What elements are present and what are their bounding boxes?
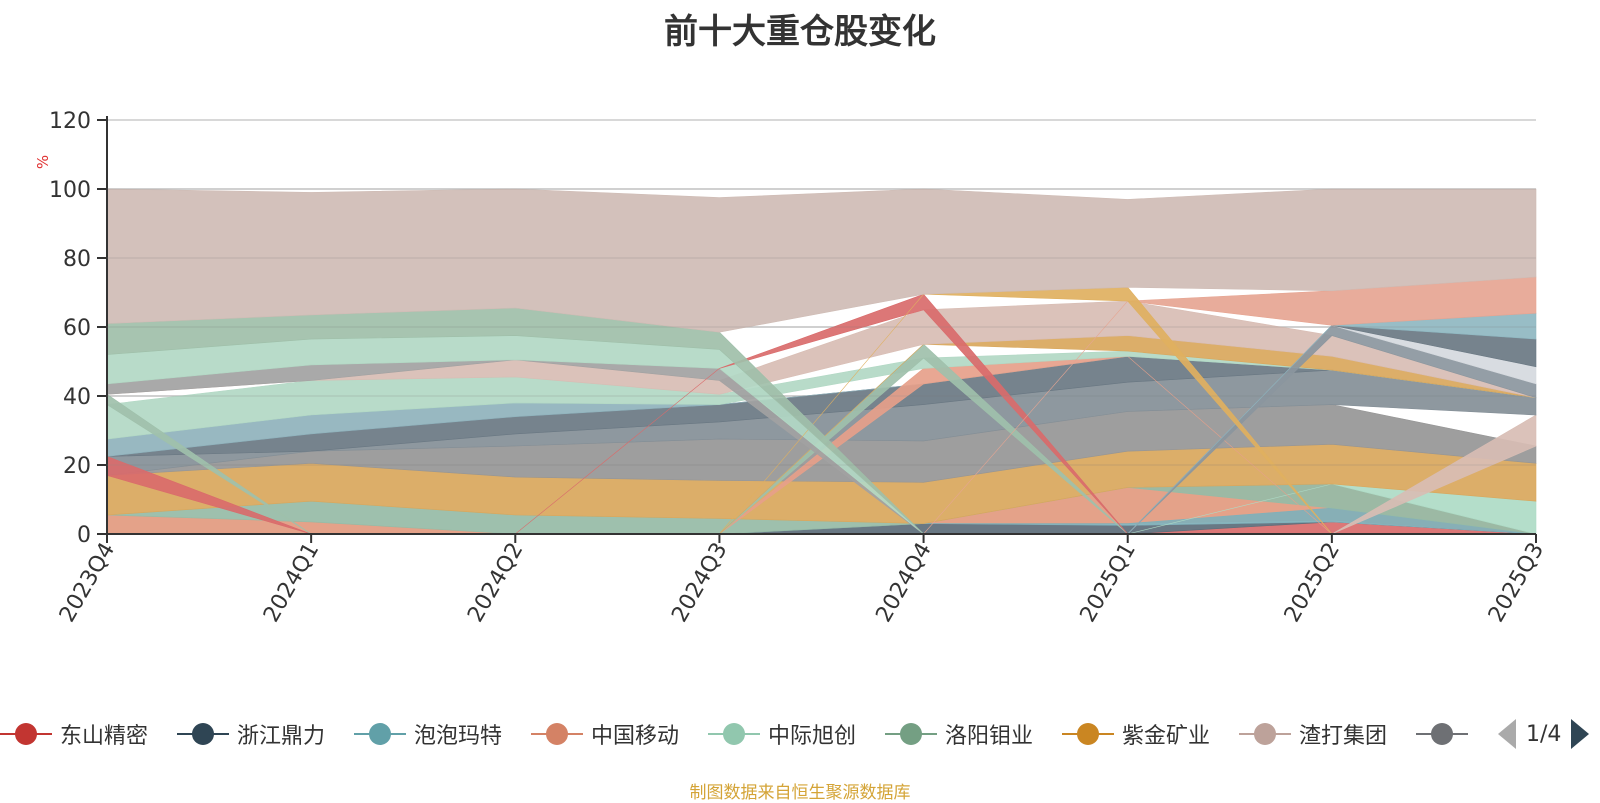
legend-marker-icon bbox=[177, 716, 229, 752]
legend-item[interactable]: 紫金矿业 bbox=[1062, 716, 1210, 752]
y-tick-label: 20 bbox=[63, 454, 91, 479]
legend-item[interactable]: 浙江鼎力 bbox=[177, 716, 325, 752]
legend-item[interactable]: 东山精密 bbox=[0, 716, 148, 752]
legend-label: 中国移动 bbox=[591, 724, 680, 749]
legend-marker-icon bbox=[354, 716, 406, 752]
legend-label: 浙江鼎力 bbox=[237, 724, 326, 749]
legend-marker-icon bbox=[708, 716, 760, 752]
legend-prev-arrow-icon[interactable] bbox=[1498, 719, 1516, 749]
legend-marker-icon bbox=[531, 716, 583, 752]
legend-marker-icon bbox=[1416, 716, 1468, 752]
x-tick-label: 2024Q3 bbox=[667, 539, 732, 627]
area-band-28 bbox=[106, 188, 1537, 333]
legend-marker-icon bbox=[1062, 716, 1114, 752]
legend-label: 泡泡玛特 bbox=[414, 724, 503, 749]
legend-label: 紫金矿业 bbox=[1122, 724, 1211, 749]
legend-item[interactable]: 腾 bbox=[1416, 716, 1470, 752]
legend-item[interactable]: 中际旭创 bbox=[708, 716, 856, 752]
x-tick-label: 2025Q2 bbox=[1280, 539, 1345, 627]
x-tick-label: 2024Q1 bbox=[259, 539, 324, 627]
x-tick-label: 2025Q1 bbox=[1076, 539, 1141, 627]
source-note: 制图数据来自恒生聚源数据库 bbox=[689, 783, 911, 803]
legend-label: 渣打集团 bbox=[1299, 724, 1388, 749]
x-tick-label: 2024Q2 bbox=[463, 539, 528, 627]
legend-item[interactable]: 渣打集团 bbox=[1239, 716, 1387, 752]
legend-page-indicator: 1/4 bbox=[1526, 721, 1562, 747]
legend-next-arrow-icon[interactable] bbox=[1571, 719, 1590, 749]
x-tick-label: 2023Q4 bbox=[55, 539, 120, 627]
legend-item[interactable]: 洛阳钼业 bbox=[885, 716, 1033, 752]
y-axis-label: % bbox=[34, 155, 52, 169]
legend-label: 东山精密 bbox=[60, 724, 149, 749]
legend-label: 洛阳钼业 bbox=[945, 724, 1034, 749]
legend: 东山精密 浙江鼎力 泡泡玛特 中国移动 中际旭创 洛阳钼业 紫金矿业 渣打集团 腾 bbox=[0, 716, 1470, 752]
y-tick-label: 60 bbox=[63, 316, 91, 341]
y-tick-label: 100 bbox=[49, 178, 91, 203]
chart-title: 前十大重仓股变化 bbox=[664, 12, 936, 52]
legend-item[interactable]: 中国移动 bbox=[531, 716, 679, 752]
x-tick-label: 2024Q4 bbox=[871, 539, 936, 627]
legend-pager: 1/4 bbox=[1498, 716, 1598, 752]
legend-marker-icon bbox=[0, 716, 52, 752]
legend-marker-icon bbox=[1239, 716, 1291, 752]
area-bands bbox=[106, 188, 1537, 535]
y-tick-label: 80 bbox=[63, 247, 91, 272]
x-tick-label: 2025Q3 bbox=[1484, 539, 1549, 627]
y-tick-label: 0 bbox=[77, 523, 91, 548]
y-tick-label: 40 bbox=[63, 385, 91, 410]
area-band-24 bbox=[107, 293, 1536, 535]
legend-marker-icon bbox=[885, 716, 937, 752]
stacked-area-chart: 0 20 40 60 80 100 120% 2023Q4 2024Q1 2024Q2 2024Q3… bbox=[34, 109, 1549, 627]
legend-label: 中际旭创 bbox=[768, 724, 857, 749]
y-tick-label: 120 bbox=[49, 109, 91, 134]
legend-item[interactable]: 泡泡玛特 bbox=[354, 716, 502, 752]
